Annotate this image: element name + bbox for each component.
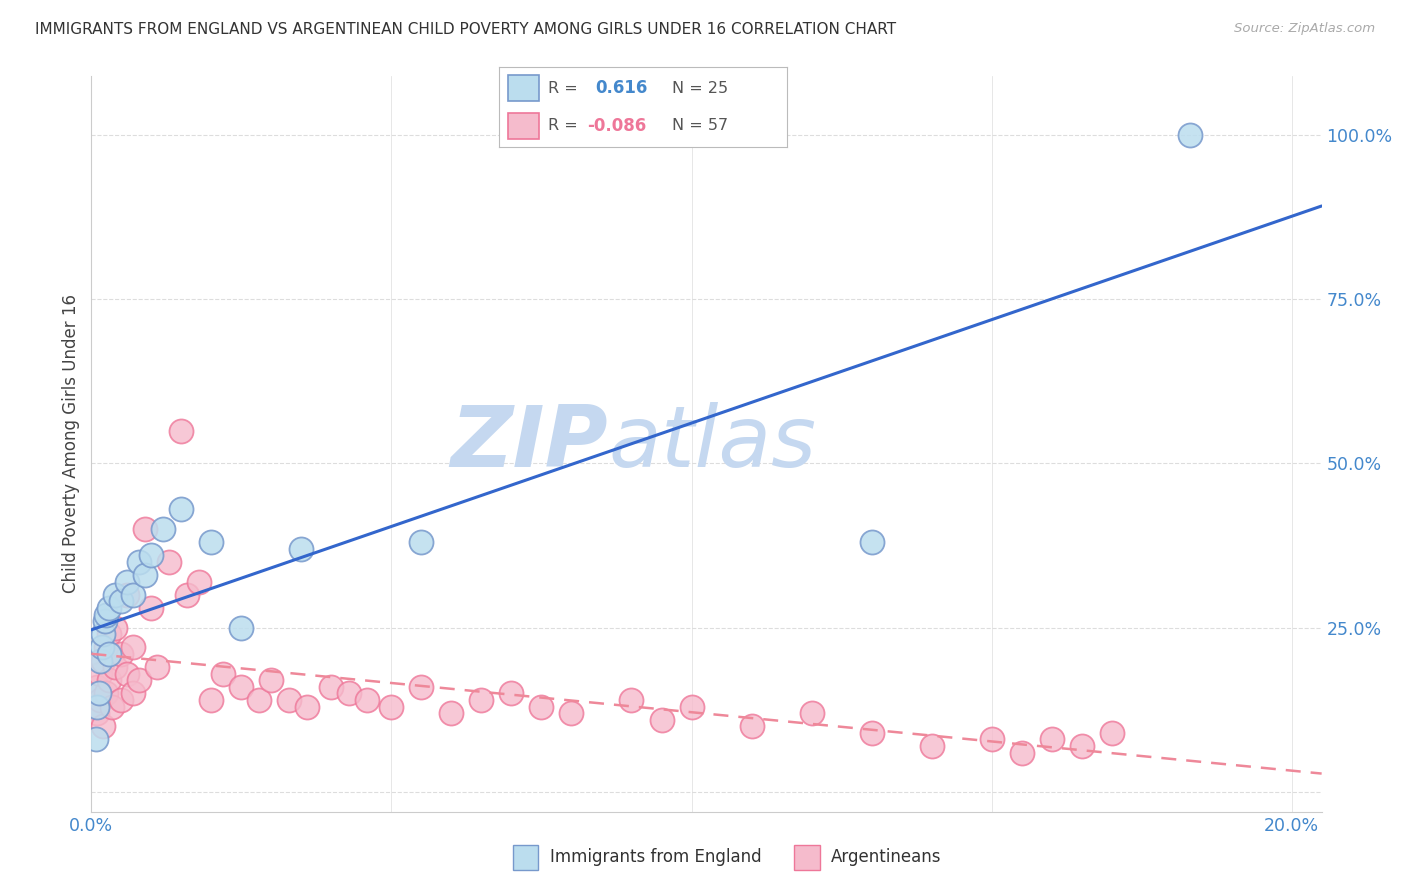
Point [89,693,111,707]
Bar [508,112,540,139]
Point [231,621,253,635]
Point [620,693,643,707]
Point [290,541,312,556]
Point [170,424,193,438]
Text: R =: R = [548,119,578,134]
Point [321,680,343,694]
Point [89,686,111,700]
Point [84,732,107,747]
Point [860,726,883,740]
Point [110,647,132,661]
Y-axis label: Child Poverty Among Girls Under 16: Child Poverty Among Girls Under 16 [62,294,80,593]
Text: N = 57: N = 57 [672,119,728,134]
Point [212,666,235,681]
Point [260,673,283,688]
Point [530,699,553,714]
Point [800,706,823,721]
Point [122,640,145,655]
Point [93,627,115,641]
Point [356,693,378,707]
Text: -0.086: -0.086 [588,117,647,135]
Text: atlas: atlas [607,402,815,485]
Point [200,693,222,707]
Point [157,555,180,569]
Text: Argentineans: Argentineans [831,848,942,866]
Point [104,621,127,635]
Text: 0.616: 0.616 [596,79,648,97]
Point [86,680,108,694]
Point [98,647,121,661]
Text: Immigrants from England: Immigrants from England [550,848,762,866]
Point [93,614,115,628]
Point [89,654,111,668]
Point [501,686,523,700]
Text: ZIP: ZIP [450,402,607,485]
Point [411,535,433,549]
Point [176,588,198,602]
Bar [508,75,540,102]
Point [339,686,361,700]
Text: R =: R = [548,80,578,95]
Text: Source: ZipAtlas.com: Source: ZipAtlas.com [1234,22,1375,36]
Point [860,535,883,549]
Point [93,719,115,733]
Point [560,706,582,721]
Point [141,601,163,615]
Point [86,699,108,714]
Point [96,640,118,655]
Point [101,699,124,714]
Point [411,680,433,694]
Point [128,555,150,569]
Point [89,666,111,681]
Point [146,660,169,674]
Point [980,732,1002,747]
Point [152,522,174,536]
Point [278,693,301,707]
Point [117,588,139,602]
Point [98,601,121,615]
Point [1178,128,1201,142]
Point [134,522,156,536]
Point [921,739,943,753]
Point [440,706,463,721]
Point [231,680,253,694]
Point [86,706,108,721]
Point [96,686,118,700]
Point [681,699,703,714]
Point [98,673,121,688]
Point [128,673,150,688]
Point [141,549,163,563]
Text: N = 25: N = 25 [672,80,728,95]
Point [741,719,763,733]
Point [470,693,492,707]
Point [650,713,672,727]
Point [380,699,402,714]
Point [1011,746,1033,760]
Point [117,666,139,681]
Point [122,588,145,602]
Point [1070,739,1092,753]
Point [170,502,193,516]
Text: IMMIGRANTS FROM ENGLAND VS ARGENTINEAN CHILD POVERTY AMONG GIRLS UNDER 16 CORREL: IMMIGRANTS FROM ENGLAND VS ARGENTINEAN C… [35,22,896,37]
Point [200,535,222,549]
Point [110,693,132,707]
Point [96,607,118,622]
Point [1040,732,1063,747]
Point [134,568,156,582]
Point [297,699,319,714]
Point [110,594,132,608]
Point [249,693,271,707]
Point [83,699,105,714]
Point [93,654,115,668]
Point [122,686,145,700]
Point [104,588,127,602]
Point [98,627,121,641]
Point [91,640,114,655]
Point [188,574,211,589]
Point [117,574,139,589]
Point [1101,726,1123,740]
Point [104,660,127,674]
